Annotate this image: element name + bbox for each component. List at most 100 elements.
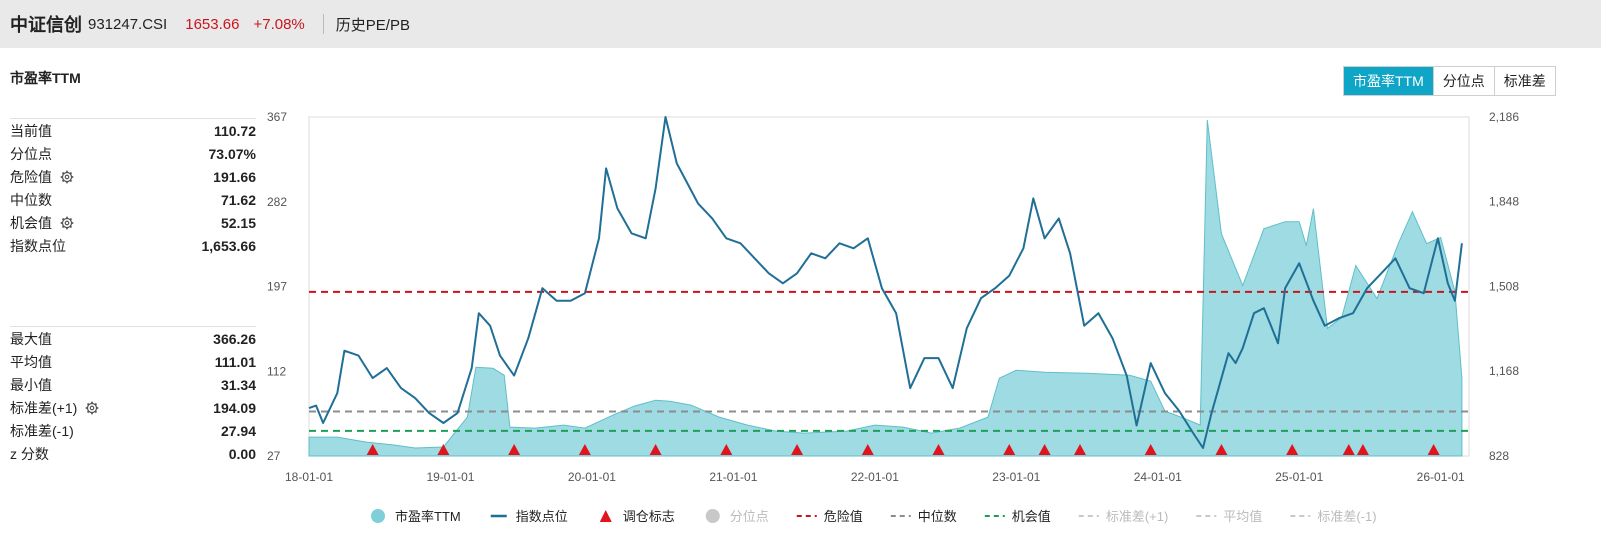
rebalance-marker (1286, 444, 1299, 455)
stat-label: z 分数 (10, 445, 49, 462)
stats-current: 当前值 110.72 分位点 73.07% 危险值 191.66 中位数 71.62 机会值 52… (10, 118, 256, 257)
index-code: 931247.CSI (88, 15, 168, 33)
stat-row: 中位数 71.62 (10, 188, 256, 211)
legend-item[interactable]: 分位点 (730, 509, 769, 524)
x-tick-label: 22-01-01 (851, 470, 899, 484)
stat-row: 危险值 191.66 (10, 165, 256, 188)
stat-value: 27.94 (220, 422, 256, 439)
x-tick-label: 26-01-01 (1417, 470, 1465, 484)
x-tick-label: 20-01-01 (568, 470, 616, 484)
stat-label: 危险值 (10, 168, 52, 185)
rebalance-marker (1215, 444, 1228, 455)
stat-row: z 分数 0.00 (10, 442, 256, 465)
stat-value: 71.62 (220, 191, 256, 208)
stat-label: 机会值 (10, 214, 52, 231)
legend-item[interactable]: 市盈率TTM (395, 509, 461, 524)
stat-label: 分位点 (10, 145, 52, 162)
stat-row: 分位点 73.07% (10, 142, 256, 165)
rebalance-marker (1003, 444, 1016, 455)
rebalance-marker (932, 444, 945, 455)
stat-row: 最小值 31.34 (10, 373, 256, 396)
stat-value: 366.26 (213, 330, 256, 347)
legend-item[interactable]: 平均值 (1223, 509, 1262, 524)
gear-icon[interactable] (60, 170, 74, 184)
stat-value: 111.01 (214, 353, 256, 370)
stat-row: 平均值 111.01 (10, 350, 256, 373)
y-right-tick-label: 1,168 (1489, 364, 1519, 378)
stat-label: 最小值 (10, 376, 52, 393)
legend-symbol (599, 510, 612, 522)
legend-item[interactable]: 指数点位 (516, 509, 568, 524)
panel-title: 市盈率TTM (10, 70, 81, 86)
y-right-tick-label: 1,848 (1489, 194, 1519, 208)
x-tick-label: 19-01-01 (426, 470, 474, 484)
stat-row: 指数点位 1,653.66 (10, 234, 256, 257)
x-tick-label: 24-01-01 (1134, 470, 1182, 484)
rebalance-marker (1073, 444, 1086, 455)
legend-item[interactable]: 调仓标志 (623, 509, 675, 524)
y-left-tick-label: 282 (267, 195, 287, 209)
legend-item[interactable]: 危险值 (824, 509, 863, 524)
index-name: 中证信创 (10, 15, 82, 35)
legend-item[interactable]: 标准差(+1) (1106, 509, 1168, 524)
stat-value: 73.07% (208, 145, 256, 162)
header-bar: 中证信创 931247.CSI 1653.66 +7.08% 历史PE/PB (0, 0, 1601, 48)
legend-symbol (371, 509, 385, 523)
toggle-percentile[interactable]: 分位点 (1432, 67, 1494, 95)
rebalance-marker (508, 444, 521, 455)
y-left-tick-label: 112 (267, 364, 286, 378)
rebalance-marker (1038, 444, 1051, 455)
stat-value: 191.66 (213, 168, 256, 185)
header-divider (322, 14, 324, 34)
legend-item[interactable]: 中位数 (918, 509, 957, 524)
series-index-line (308, 116, 1463, 449)
stat-value: 110.72 (213, 122, 256, 139)
x-tick-label: 18-01-01 (285, 470, 333, 484)
stat-value: 1,653.66 (201, 237, 257, 254)
rebalance-marker (720, 444, 733, 455)
series-pe-ttm-area (308, 119, 1463, 457)
stat-row: 当前值 110.72 (10, 119, 256, 142)
stat-row: 最大值 366.26 (10, 327, 256, 350)
rebalance-marker (791, 444, 804, 455)
legend-symbol (705, 509, 720, 523)
x-tick-label: 23-01-01 (992, 470, 1040, 484)
x-tick-label: 25-01-01 (1275, 470, 1323, 484)
legend-item[interactable]: 标准差(-1) (1317, 509, 1376, 524)
y-left-tick-label: 367 (267, 110, 287, 124)
rebalance-marker (1342, 444, 1355, 455)
stat-row: 标准差(-1) 27.94 (10, 419, 256, 442)
stat-label: 指数点位 (10, 237, 66, 254)
stat-value: 194.09 (213, 399, 256, 416)
index-price: 1653.66 (185, 15, 240, 33)
rebalance-marker (1427, 444, 1440, 455)
rebalance-marker (437, 444, 450, 455)
stat-label: 平均值 (10, 353, 52, 370)
legend-item[interactable]: 机会值 (1012, 509, 1051, 524)
stat-value: 52.15 (220, 214, 256, 231)
rebalance-marker (578, 444, 591, 455)
gear-icon[interactable] (60, 216, 74, 230)
history-pe-pb-tab[interactable]: 历史PE/PB (335, 16, 410, 34)
rebalance-marker (1144, 444, 1157, 455)
stat-label: 标准差(-1) (10, 422, 74, 439)
toggle-std[interactable]: 标准差 (1493, 67, 1555, 95)
stat-value: 0.00 (228, 445, 256, 462)
rebalance-marker (1356, 444, 1369, 455)
y-right-tick-label: 828 (1489, 449, 1509, 463)
gear-icon[interactable] (85, 401, 99, 415)
stat-value: 31.34 (220, 376, 256, 393)
stat-row: 机会值 52.15 (10, 211, 256, 234)
stat-label: 标准差(+1) (10, 399, 78, 416)
x-tick-label: 21-01-01 (709, 470, 757, 484)
y-right-tick-label: 2,186 (1489, 110, 1519, 124)
y-right-tick-label: 1,508 (1489, 279, 1519, 293)
stat-label: 最大值 (10, 330, 52, 347)
stat-label: 中位数 (10, 191, 52, 208)
y-left-tick-label: 27 (267, 449, 281, 463)
toggle-pe-ttm[interactable]: 市盈率TTM (1344, 67, 1433, 95)
stat-row: 标准差(+1) 194.09 (10, 396, 256, 419)
y-left-tick-label: 197 (267, 280, 287, 294)
rebalance-marker (649, 444, 662, 455)
